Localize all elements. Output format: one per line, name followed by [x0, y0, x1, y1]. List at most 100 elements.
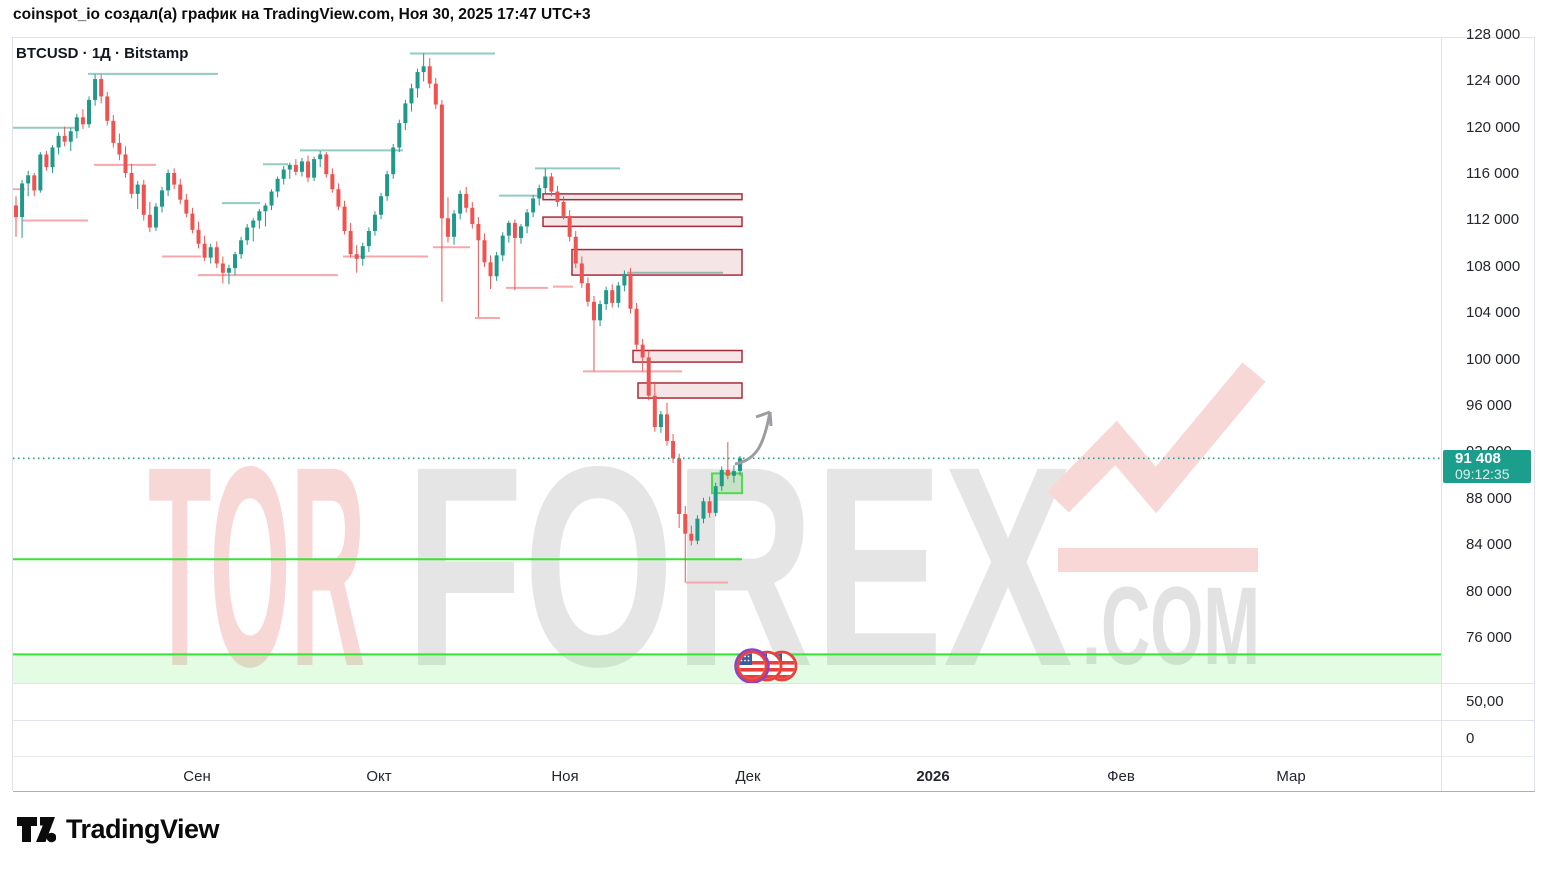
candle-body: [160, 190, 165, 207]
price-tick: 96 000: [1466, 397, 1512, 414]
candle-body: [470, 207, 475, 225]
candle-body: [476, 224, 481, 241]
time-tick: Мар: [1276, 768, 1306, 785]
projection-arrow[interactable]: [734, 411, 772, 466]
candle-body: [366, 231, 371, 247]
candle-body: [318, 154, 323, 160]
pane-separator-2[interactable]: [13, 720, 1535, 721]
time-tick: Окт: [366, 768, 392, 785]
candle-body: [208, 247, 213, 258]
time-tick: Сен: [183, 768, 211, 785]
candle-body: [488, 262, 493, 277]
symbol-legend[interactable]: BTCUSD · 1Д · Bitstamp: [16, 45, 189, 62]
candle-body: [93, 79, 98, 100]
candle-body: [312, 159, 317, 178]
candle-body: [257, 211, 262, 221]
candle-body: [196, 229, 201, 244]
chart-border-top: [13, 37, 1535, 38]
candle-body: [80, 117, 85, 125]
candle-body: [591, 301, 596, 321]
chart-border-right: [1534, 37, 1535, 791]
candle-body: [153, 206, 158, 228]
candle-body: [689, 533, 694, 541]
price-tick: 124 000: [1466, 72, 1521, 90]
candle-body: [561, 202, 566, 216]
candle-body: [99, 79, 104, 97]
candle-body: [512, 222, 517, 238]
candle-body: [482, 240, 487, 263]
candle-body: [701, 501, 706, 519]
supply-zone[interactable]: [542, 216, 743, 228]
price-tick: 120 000: [1466, 118, 1521, 136]
candle-body: [360, 246, 365, 259]
supply-zone[interactable]: [571, 248, 743, 276]
candle-body: [518, 226, 523, 238]
pane-separator-1[interactable]: [13, 683, 1535, 684]
candle-body: [44, 154, 49, 168]
time-tick: Фев: [1107, 768, 1135, 785]
candle-body: [275, 178, 280, 192]
candle-body: [464, 193, 469, 208]
tradingview-logo-text: TradingView: [66, 814, 220, 844]
candle-body: [719, 469, 724, 487]
candle-body: [214, 247, 219, 264]
candlestick-series: [14, 53, 742, 583]
candle-body: [111, 120, 116, 143]
candle-body: [306, 161, 311, 178]
candle-body: [585, 283, 590, 302]
price-tick: 116 000: [1466, 165, 1520, 182]
candle-body: [433, 83, 438, 105]
support-band: [13, 654, 1441, 683]
candle-body: [38, 154, 43, 191]
candle-body: [324, 154, 329, 175]
candle-body: [74, 117, 79, 132]
candle-body: [713, 486, 718, 513]
tradingview-logo-mark-icon: [17, 817, 56, 843]
projection-arrow-head: [755, 410, 773, 427]
candle-body: [622, 273, 627, 286]
price-scale-separator[interactable]: [1441, 37, 1442, 791]
price-tick: 76 000: [1466, 629, 1512, 646]
candle-body: [537, 188, 542, 199]
candle-body: [172, 173, 177, 185]
candle-body: [354, 254, 359, 259]
candle-body: [452, 213, 457, 237]
subpane-scale-label: 0: [1466, 730, 1475, 747]
candle-body: [348, 231, 353, 255]
candle-body: [646, 357, 651, 396]
candle-body: [707, 501, 712, 513]
candle-body: [616, 285, 621, 303]
candle-body: [263, 205, 268, 212]
candle-body: [87, 99, 92, 125]
price-tick: 84 000: [1466, 536, 1512, 554]
candle-body: [658, 414, 663, 428]
candle-body: [135, 184, 140, 194]
candle-body: [372, 214, 377, 231]
supply-zone[interactable]: [637, 382, 743, 399]
candle-body: [123, 154, 128, 173]
supply-zone[interactable]: [632, 349, 743, 363]
us-event-flags-icon[interactable]: [734, 648, 798, 684]
candle-body: [293, 164, 298, 172]
candle-body: [239, 240, 244, 255]
candle-body: [32, 175, 37, 191]
candle-body: [458, 193, 463, 214]
candle-body: [379, 196, 384, 215]
supply-zone[interactable]: [542, 193, 743, 201]
chart-border-bottom: [13, 791, 1535, 792]
candle-body: [330, 174, 335, 190]
candle-body: [105, 96, 110, 121]
candle-body: [190, 213, 195, 230]
snapshot-title: coinspot_io создал(а) график на TradingV…: [13, 6, 591, 23]
candle-body: [738, 458, 742, 472]
candle-body: [220, 263, 225, 273]
candle-body: [634, 308, 639, 345]
candle-body: [269, 191, 274, 206]
candle-body: [439, 104, 444, 219]
candle-body: [202, 243, 207, 258]
candle-body: [628, 273, 633, 309]
tradingview-logo[interactable]: TradingView: [16, 814, 220, 845]
candle-body: [531, 198, 536, 213]
candle-body: [494, 255, 499, 277]
